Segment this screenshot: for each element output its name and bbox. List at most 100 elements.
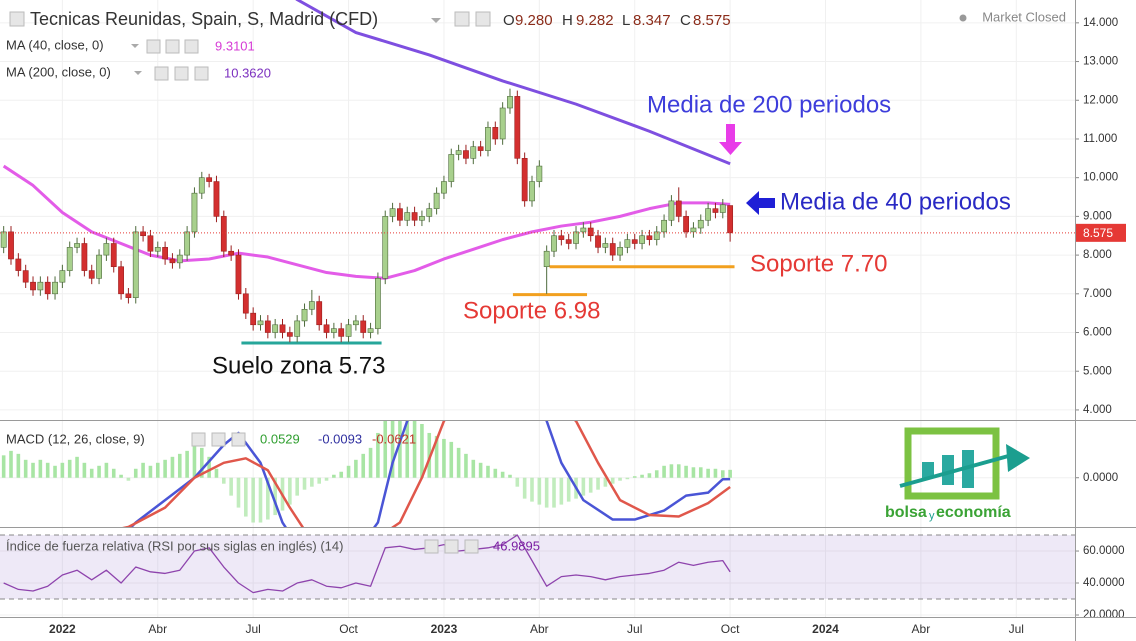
histogram-bar xyxy=(82,462,87,478)
histogram-bar xyxy=(566,477,571,502)
close-icon[interactable] xyxy=(184,39,199,54)
histogram-bar xyxy=(537,477,542,505)
y-tick-label: 0.0000 xyxy=(1083,472,1118,484)
logo-text: economía xyxy=(936,504,1011,521)
candle-body xyxy=(470,146,477,159)
candle-body xyxy=(206,177,213,182)
logo: bolsa y economía xyxy=(885,427,1030,522)
rsi-line xyxy=(3,534,731,594)
candle-body xyxy=(272,324,279,333)
candle-body xyxy=(463,150,469,159)
candle-body xyxy=(389,208,396,217)
histogram-bar xyxy=(610,477,615,484)
close-icon[interactable] xyxy=(194,66,209,81)
candle-body xyxy=(66,247,73,271)
candle-body xyxy=(228,250,235,256)
y-tick-label: 9.000 xyxy=(1083,210,1112,222)
settings-icon[interactable] xyxy=(165,39,180,54)
x-tick-label: 2024 xyxy=(812,622,839,636)
histogram-bar xyxy=(720,470,725,478)
settings-icon[interactable] xyxy=(475,11,491,27)
eye-icon[interactable] xyxy=(424,539,439,554)
ohlc-key: C xyxy=(680,12,691,29)
candle-body xyxy=(301,308,308,322)
histogram-bar xyxy=(23,459,28,478)
x-tick-label: 2022 xyxy=(49,622,76,636)
close-icon[interactable] xyxy=(231,432,246,447)
candle-body xyxy=(345,324,352,337)
logo-arrow xyxy=(899,453,1013,488)
macd-line xyxy=(122,421,731,527)
histogram-bar xyxy=(295,477,299,496)
candle-body xyxy=(543,250,550,268)
eye-icon[interactable] xyxy=(454,11,470,27)
histogram-bar xyxy=(207,456,211,478)
histogram-bar xyxy=(376,432,380,478)
candle-body xyxy=(683,216,689,233)
histogram-bar xyxy=(412,421,417,478)
candle-body xyxy=(565,239,572,244)
candle-body xyxy=(639,235,645,244)
histogram-bar xyxy=(332,474,336,478)
logo-arrowhead xyxy=(1006,444,1030,472)
candle-body xyxy=(705,208,712,221)
candle-body xyxy=(257,320,264,326)
histogram-bar xyxy=(581,477,586,496)
candle-body xyxy=(213,181,220,217)
candle-body xyxy=(397,208,403,221)
histogram-bar xyxy=(16,453,21,478)
histogram-bar xyxy=(390,421,395,478)
candle-body xyxy=(609,243,616,256)
candle-body xyxy=(712,208,719,213)
eye-icon[interactable] xyxy=(146,39,161,54)
histogram-bar xyxy=(192,444,197,478)
eye-icon[interactable] xyxy=(154,66,169,81)
histogram-bar xyxy=(398,421,402,478)
histogram-bar xyxy=(508,474,512,478)
histogram-bar xyxy=(427,432,432,478)
histogram-bar xyxy=(104,462,109,478)
histogram-bar xyxy=(119,474,123,478)
legend-macd: MACD (12, 26, close, 9) xyxy=(6,431,145,446)
candle-body xyxy=(602,243,609,248)
y-tick-label: 60.0000 xyxy=(1083,545,1125,557)
histogram-bar xyxy=(442,438,446,478)
candle-body xyxy=(169,258,176,264)
histogram-bar xyxy=(310,477,314,487)
legend-value: 0.0529 xyxy=(260,431,300,446)
dropdown[interactable] xyxy=(134,71,142,75)
histogram-bar xyxy=(60,462,65,478)
candle-body xyxy=(360,320,367,333)
settings-icon[interactable] xyxy=(174,66,189,81)
histogram-bar xyxy=(163,459,167,478)
histogram-bar xyxy=(544,477,549,508)
eye-icon[interactable] xyxy=(191,432,206,447)
annotation: Media de 200 periodos xyxy=(647,91,891,118)
histogram-bar xyxy=(706,468,710,478)
candle-body xyxy=(382,216,389,279)
annotation: Soporte 7.70 xyxy=(750,250,887,277)
histogram-bar xyxy=(317,477,321,484)
histogram-bar xyxy=(53,465,57,478)
close-icon[interactable] xyxy=(464,539,479,554)
histogram-bar xyxy=(258,477,263,523)
candle-body xyxy=(323,324,330,333)
histogram-bar xyxy=(38,459,43,478)
x-tick-label: 2023 xyxy=(431,622,458,636)
y-tick-label: 6.000 xyxy=(1083,327,1112,339)
legend-value: -0.0093 xyxy=(318,431,362,446)
dropdown[interactable] xyxy=(131,44,139,48)
candle-body xyxy=(352,320,359,326)
candle-body xyxy=(536,165,543,182)
candle-body xyxy=(426,208,433,217)
dropdown[interactable] xyxy=(431,18,441,23)
settings-icon[interactable] xyxy=(444,539,459,554)
candle-body xyxy=(235,254,242,295)
ohlc: O 9.280 H 9.282 L 8.347 C 8.575 xyxy=(503,12,731,29)
candle-body xyxy=(477,146,484,151)
ohlc-value: 9.282 xyxy=(576,12,614,29)
candle-body xyxy=(308,301,315,310)
collapse-icon[interactable] xyxy=(9,11,25,27)
settings-icon[interactable] xyxy=(211,432,226,447)
